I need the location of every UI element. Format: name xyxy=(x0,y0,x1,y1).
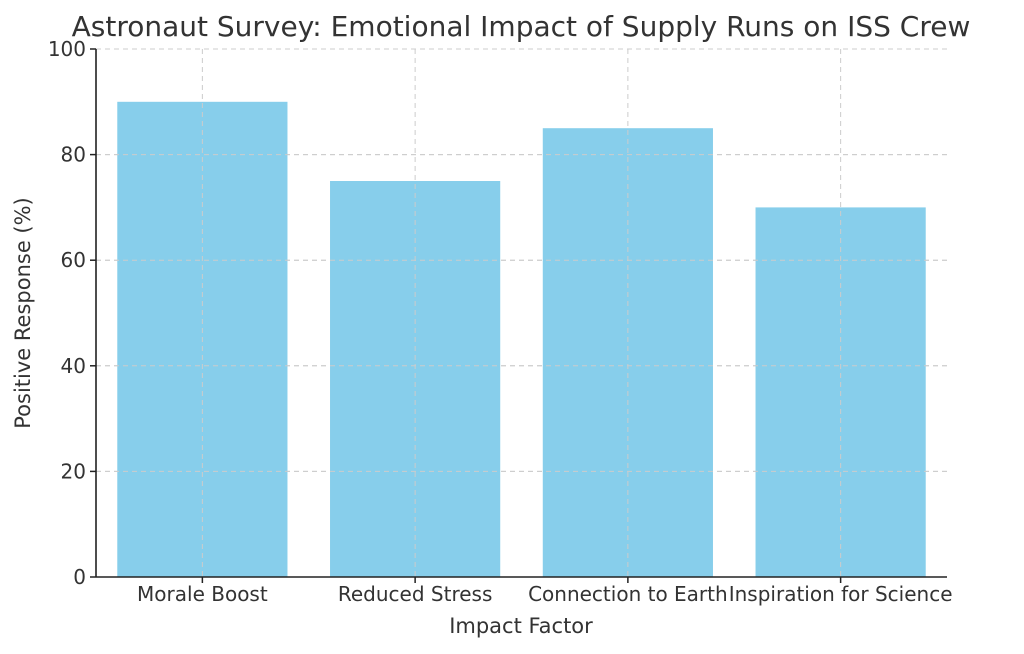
y-tick-label: 60 xyxy=(61,248,86,272)
x-tick-label: Connection to Earth xyxy=(528,582,728,606)
grid-lines-overlay xyxy=(96,49,947,577)
x-tick-label: Reduced Stress xyxy=(338,582,493,606)
tick-labels: 0 20 40 60 80 100 Morale Boost Reduced Stress Co… xyxy=(48,37,953,606)
x-axis-label: Impact Factor xyxy=(449,614,593,638)
y-tick-label: 0 xyxy=(73,565,86,589)
y-tick-label: 40 xyxy=(61,354,86,378)
y-tick-label: 20 xyxy=(61,459,86,483)
y-tick-label: 80 xyxy=(61,143,86,167)
x-tick-label: Inspiration for Science xyxy=(729,582,953,606)
y-tick-label: 100 xyxy=(48,37,86,61)
y-axis-label: Positive Response (%) xyxy=(11,197,35,429)
axes xyxy=(90,48,947,583)
bars xyxy=(117,101,926,578)
chart-title: Astronaut Survey: Emotional Impact of Su… xyxy=(72,10,971,43)
x-tick-label: Morale Boost xyxy=(137,582,268,606)
